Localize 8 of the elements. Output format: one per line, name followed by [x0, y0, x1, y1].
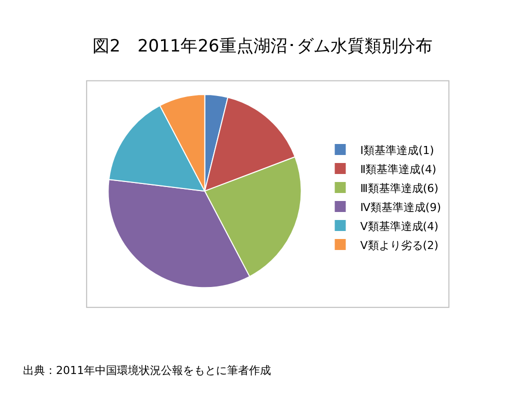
- legend-label: Ⅴ類より劣る(2): [360, 238, 438, 252]
- source-note: 出典：2011年中国環境状況公報をもとに筆者作成: [23, 364, 271, 377]
- chart-title: 図2 2011年26重点湖沼･ダム水質類別分布: [92, 36, 432, 56]
- legend-label: Ⅰ類基準達成(1): [360, 144, 434, 157]
- legend-label: Ⅴ類基準達成(4): [360, 220, 438, 233]
- legend-label: Ⅲ類基準達成(6): [360, 182, 438, 195]
- legend-label: Ⅳ類基準達成(9): [360, 200, 441, 214]
- legend-label: Ⅱ類基準達成(4): [360, 162, 436, 176]
